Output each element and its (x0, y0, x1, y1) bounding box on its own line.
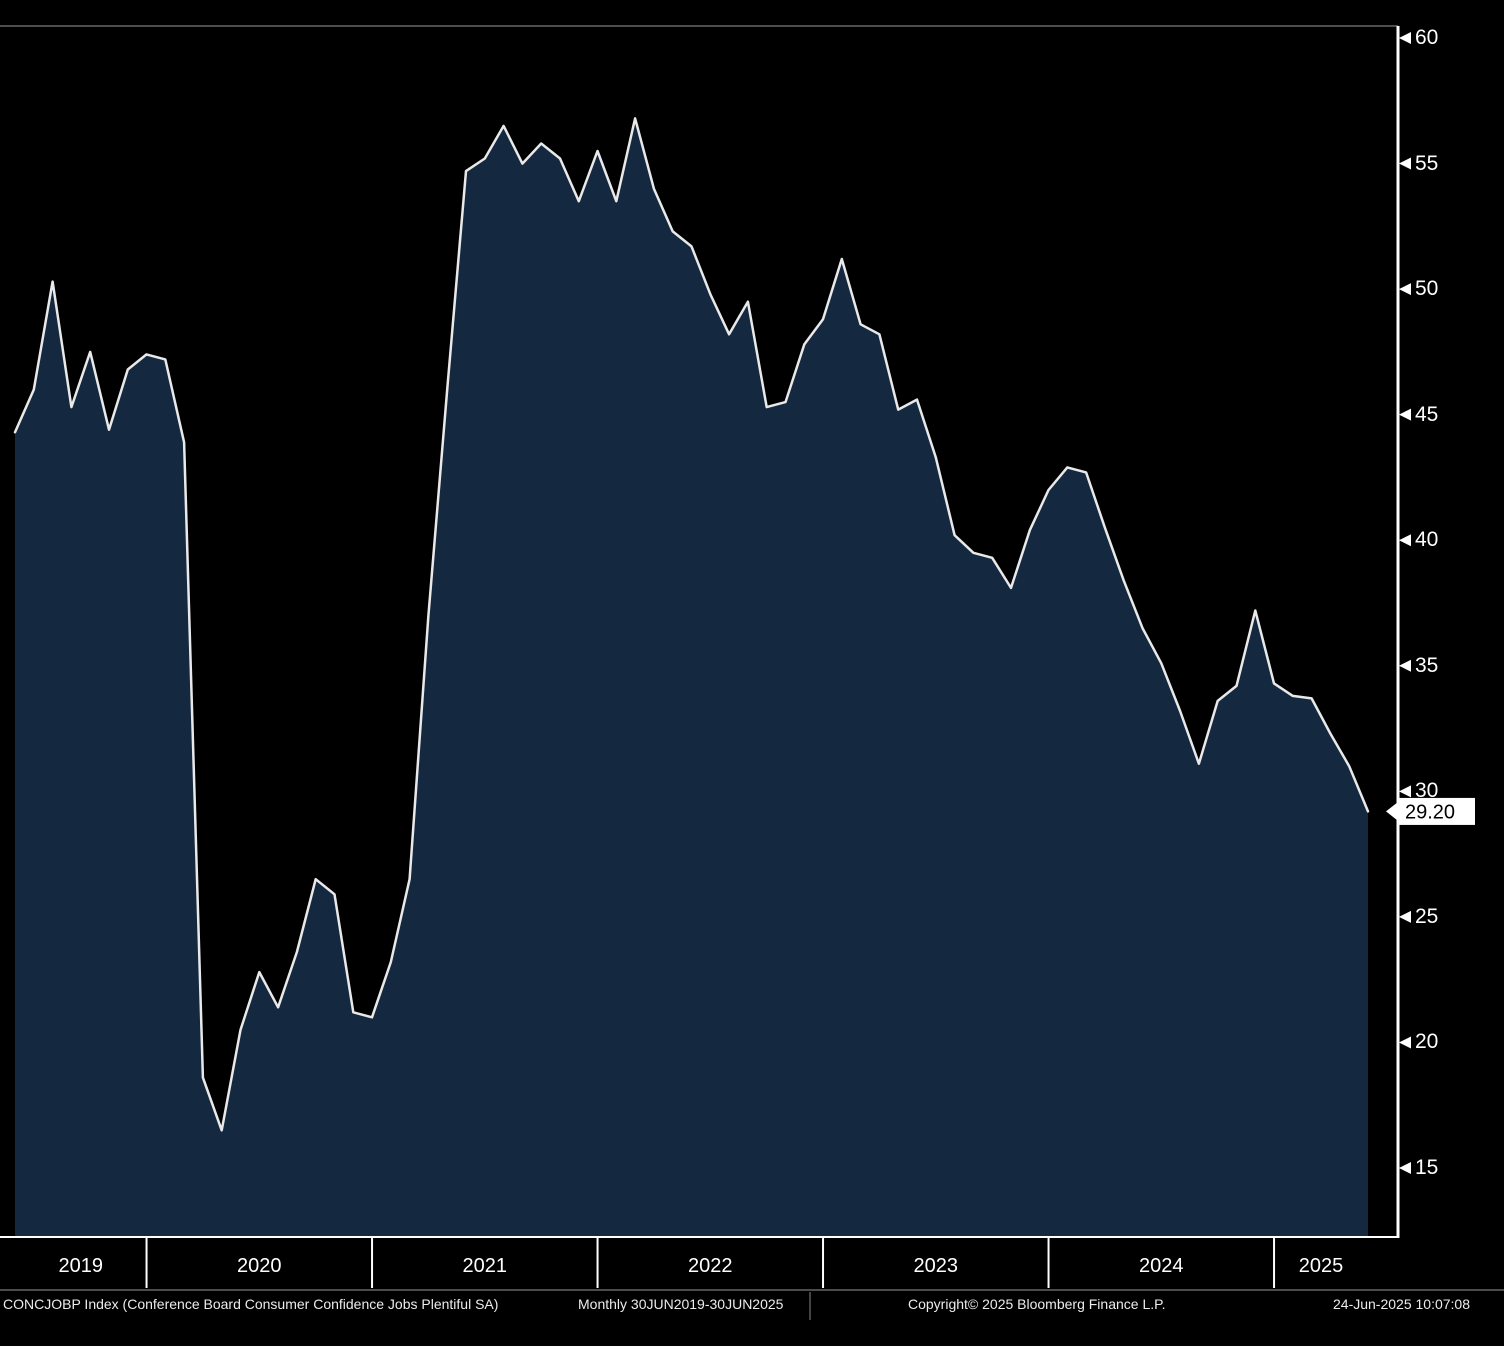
copyright-text: Copyright© 2025 Bloomberg Finance L.P. (908, 1296, 1166, 1312)
last-value-arrow-icon (1386, 800, 1400, 823)
y-axis-tick-label: 60 (1415, 26, 1439, 49)
y-axis-tick-label: 45 (1415, 402, 1439, 426)
y-axis-tick-label: 55 (1415, 151, 1439, 175)
y-tick-arrow-icon (1399, 1162, 1411, 1174)
y-tick-arrow-icon (1399, 157, 1411, 170)
x-axis-year-label: 2022 (688, 1255, 733, 1277)
last-value-label: 29.20 (1405, 801, 1455, 823)
x-axis-year-label: 2021 (462, 1255, 508, 1277)
y-tick-arrow-icon (1399, 910, 1411, 923)
x-axis-year-label: 2025 (1298, 1255, 1344, 1277)
y-axis-tick-label: 15 (1415, 1156, 1439, 1179)
series-line (13, 117, 1370, 1132)
periodicity-range: Monthly 30JUN2019-30JUN2025 (578, 1296, 784, 1312)
x-axis-year-label: 2019 (58, 1255, 104, 1277)
y-axis-tick-label: 20 (1415, 1030, 1439, 1054)
y-axis-ticks (1399, 32, 1411, 1174)
y-axis-tick-label: 50 (1415, 277, 1439, 301)
x-axis-year-label: 2024 (1139, 1255, 1184, 1277)
y-tick-arrow-icon (1399, 659, 1411, 672)
x-axis-year-ticks (145, 1238, 1276, 1288)
security-description: CONCJOBP Index (Conference Board Consume… (3, 1296, 499, 1312)
area-fill (15, 118, 1368, 1237)
last-value-tag: 29.20 (1386, 797, 1475, 825)
x-axis-year-label: 2023 (913, 1255, 959, 1277)
y-axis-tick-label: 25 (1415, 904, 1439, 928)
y-tick-arrow-icon (1399, 32, 1411, 44)
last-value-box (1399, 797, 1475, 825)
y-tick-arrow-icon (1399, 1036, 1411, 1049)
chart-footer: CONCJOBP Index (Conference Board Consume… (0, 1292, 1504, 1326)
timestamp: 24-Jun-2025 10:07:08 (1333, 1296, 1470, 1312)
y-tick-arrow-icon (1399, 283, 1411, 296)
y-tick-arrow-icon (1399, 408, 1411, 421)
y-axis-tick-label: 40 (1415, 528, 1439, 552)
y-tick-arrow-icon (1399, 785, 1411, 798)
y-axis-tick-label: 30 (1415, 779, 1439, 803)
y-axis-tick-label: 35 (1415, 653, 1439, 677)
x-axis-year-label: 2020 (237, 1255, 282, 1277)
y-tick-arrow-icon (1399, 534, 1411, 547)
